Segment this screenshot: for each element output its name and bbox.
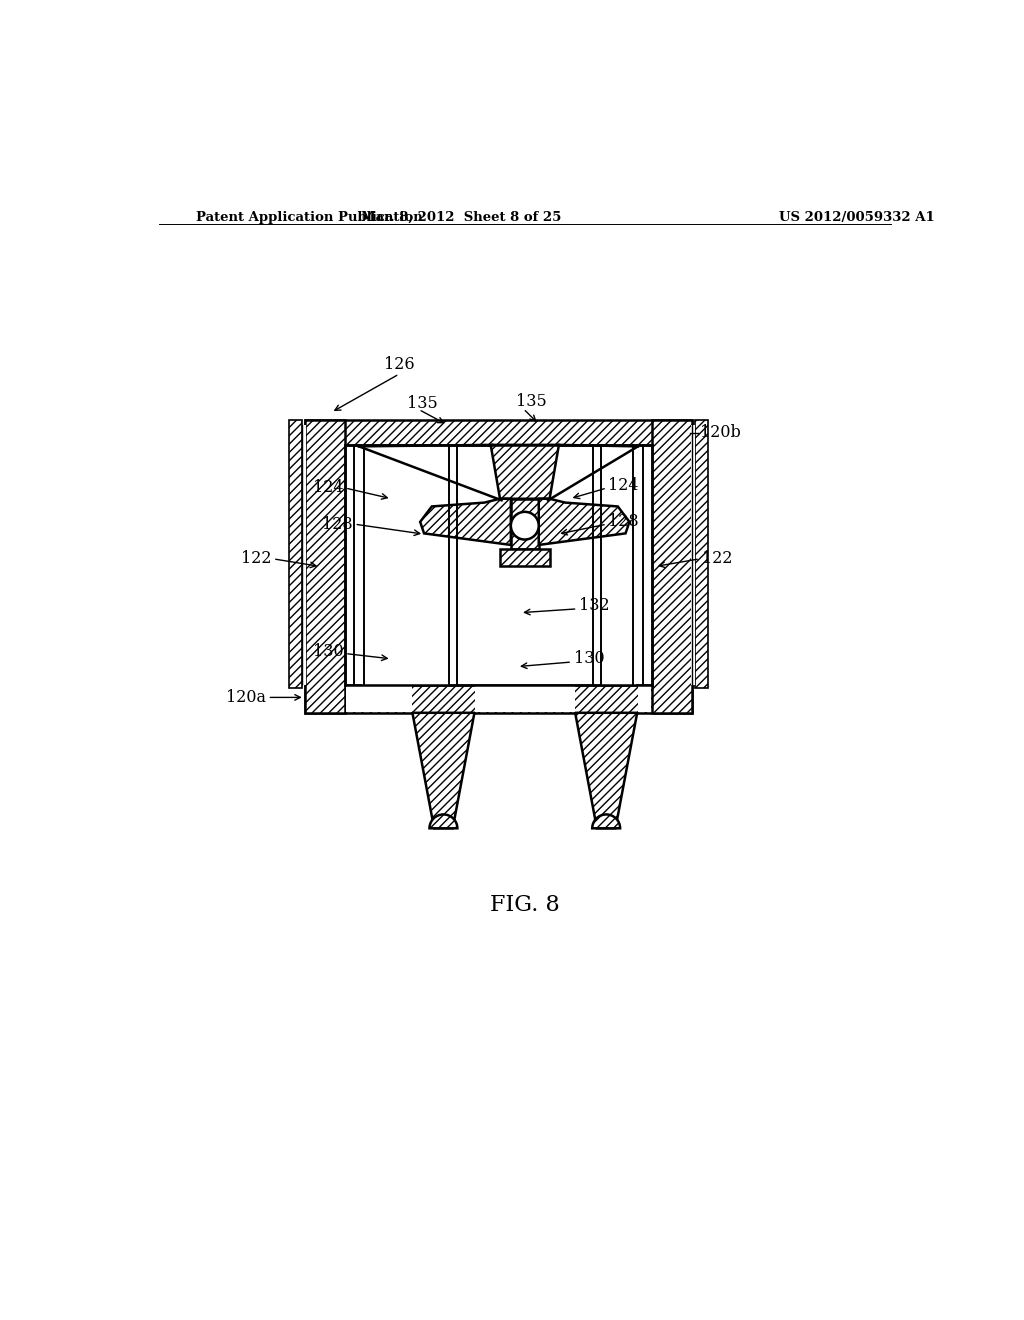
Bar bbox=[305, 420, 692, 445]
Text: 135: 135 bbox=[515, 393, 546, 411]
Polygon shape bbox=[490, 445, 559, 499]
Circle shape bbox=[511, 512, 539, 540]
Text: US 2012/0059332 A1: US 2012/0059332 A1 bbox=[779, 211, 935, 224]
Polygon shape bbox=[500, 549, 550, 566]
Text: 128: 128 bbox=[608, 513, 639, 531]
Text: Mar. 8, 2012  Sheet 8 of 25: Mar. 8, 2012 Sheet 8 of 25 bbox=[361, 211, 561, 224]
Text: 126: 126 bbox=[384, 356, 415, 374]
Text: Patent Application Publication: Patent Application Publication bbox=[197, 211, 423, 224]
Text: 120b: 120b bbox=[700, 424, 740, 441]
Text: 124: 124 bbox=[313, 479, 343, 496]
Text: 120a: 120a bbox=[226, 689, 266, 706]
Polygon shape bbox=[420, 499, 511, 545]
Text: 128: 128 bbox=[323, 516, 352, 533]
Polygon shape bbox=[413, 713, 474, 829]
Bar bbox=[690, 425, 695, 685]
Bar bbox=[638, 686, 651, 711]
Bar bbox=[346, 686, 413, 711]
Text: 124: 124 bbox=[608, 477, 639, 494]
Text: 122: 122 bbox=[701, 550, 732, 568]
Bar bbox=[305, 420, 345, 713]
Bar bbox=[362, 446, 449, 685]
Wedge shape bbox=[429, 814, 458, 829]
Text: 135: 135 bbox=[407, 395, 437, 412]
Bar bbox=[601, 446, 636, 685]
Bar bbox=[305, 685, 692, 713]
Bar bbox=[695, 420, 708, 688]
Bar bbox=[289, 420, 302, 688]
Text: 130: 130 bbox=[312, 643, 343, 660]
Bar bbox=[652, 420, 692, 713]
Polygon shape bbox=[539, 499, 630, 545]
Text: 130: 130 bbox=[573, 651, 604, 668]
Polygon shape bbox=[575, 713, 637, 829]
Bar bbox=[475, 686, 575, 711]
Text: 122: 122 bbox=[241, 550, 271, 568]
Text: FIG. 8: FIG. 8 bbox=[489, 895, 560, 916]
Bar bbox=[302, 425, 306, 685]
Text: 132: 132 bbox=[579, 597, 609, 614]
Polygon shape bbox=[511, 499, 539, 549]
Wedge shape bbox=[592, 814, 621, 829]
Bar bbox=[345, 445, 652, 685]
